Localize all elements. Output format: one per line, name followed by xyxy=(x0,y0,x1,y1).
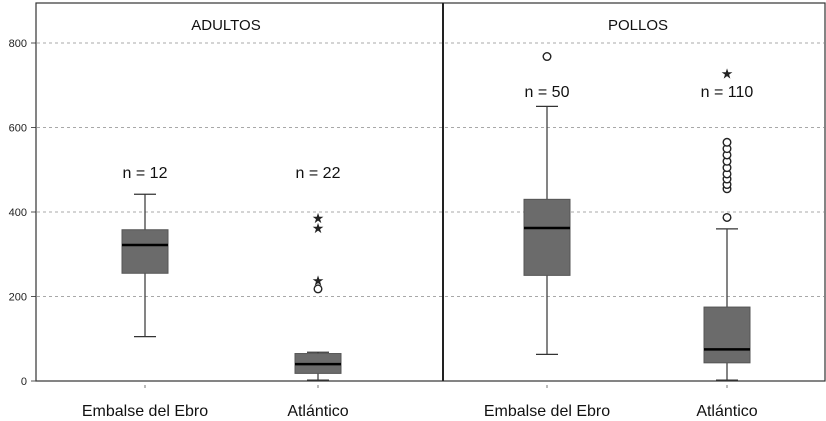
n-label: n = 22 xyxy=(296,165,341,182)
box xyxy=(703,306,751,364)
box xyxy=(523,198,571,276)
extreme-point: ★ xyxy=(312,221,325,237)
y-tick-label: 0 xyxy=(21,376,27,388)
x-category-label: Atlántico xyxy=(696,403,757,420)
x-category-label: Embalse del Ebro xyxy=(82,403,208,420)
y-tick-label: 800 xyxy=(9,38,27,50)
panel-title: POLLOS xyxy=(608,17,668,34)
outlier-point xyxy=(313,284,323,294)
x-category-label: Embalse del Ebro xyxy=(484,403,610,420)
y-tick-label: 600 xyxy=(9,123,27,135)
box xyxy=(121,229,169,274)
extreme-point: ★ xyxy=(721,67,734,83)
n-label: n = 110 xyxy=(701,84,754,101)
n-label: n = 50 xyxy=(525,84,570,101)
y-tick-label: 200 xyxy=(9,292,27,304)
y-tick-label: 400 xyxy=(9,207,27,219)
panel-title: ADULTOS xyxy=(191,17,260,34)
outlier-point xyxy=(722,212,732,222)
extreme-point: ★ xyxy=(312,274,325,290)
n-label: n = 12 xyxy=(123,165,168,182)
plot-frame xyxy=(35,2,826,382)
outlier-point xyxy=(722,137,732,147)
x-category-label: Atlántico xyxy=(287,403,348,420)
outlier-point xyxy=(542,52,552,62)
extreme-point: ★ xyxy=(312,211,325,227)
